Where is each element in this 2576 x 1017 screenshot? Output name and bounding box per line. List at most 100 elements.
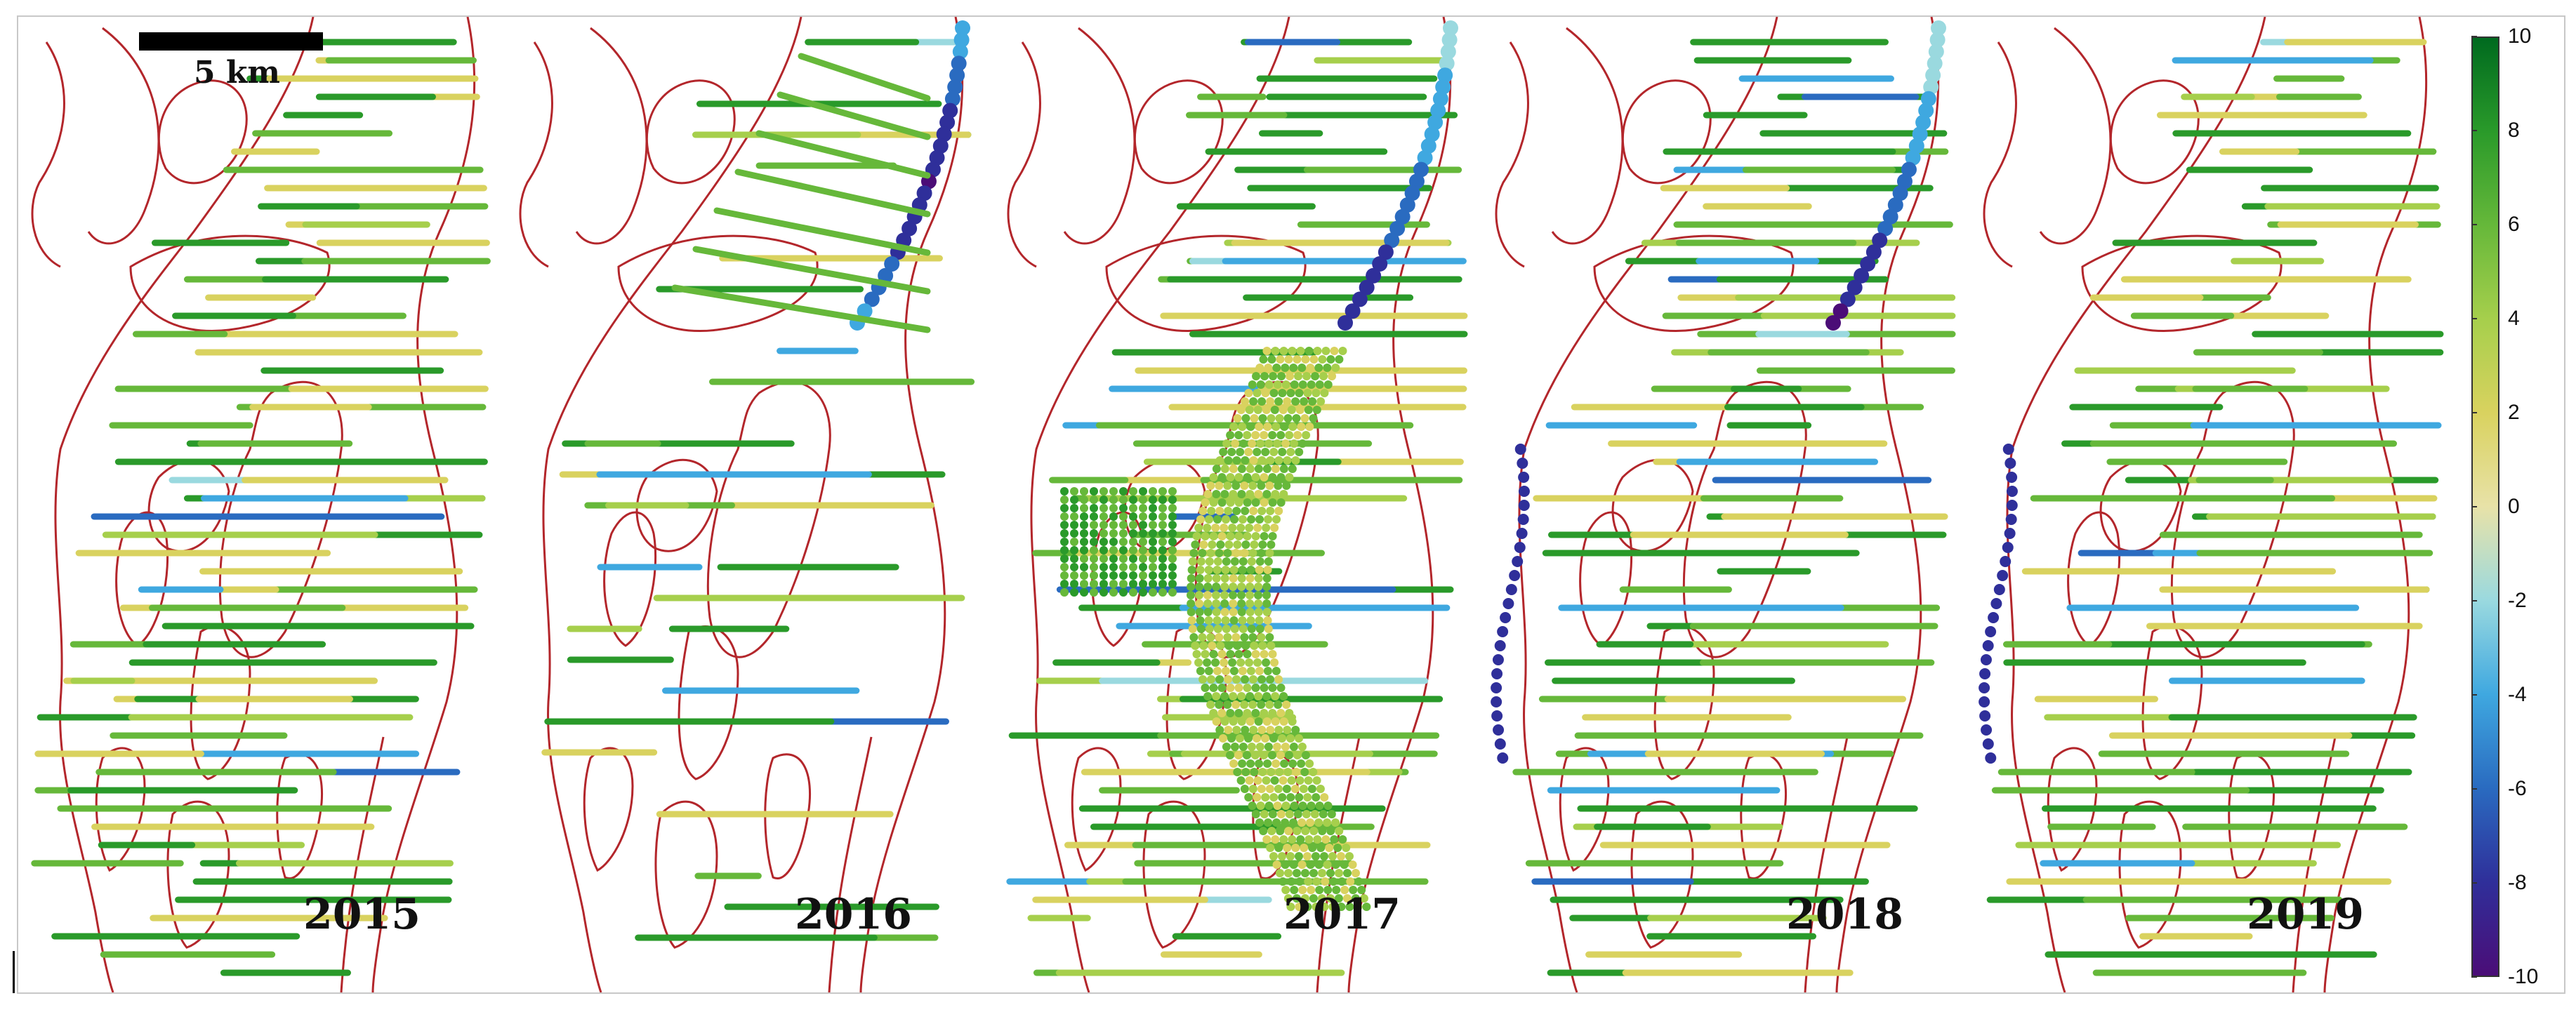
- bank-erosion-point: [1404, 185, 1420, 201]
- river-outline: [87, 27, 160, 245]
- deposition-point: [1129, 529, 1137, 538]
- deposition-point: [1334, 894, 1343, 903]
- deposition-point: [1253, 658, 1262, 667]
- deposition-point: [1320, 903, 1329, 911]
- deposition-point: [1070, 487, 1078, 496]
- deposition-point: [1302, 372, 1312, 380]
- deposition-point: [1259, 827, 1268, 835]
- deposition-point: [1232, 675, 1241, 684]
- deposition-point: [1230, 625, 1239, 633]
- deposition-point: [1195, 599, 1204, 608]
- deposition-point: [1212, 574, 1221, 583]
- deposition-point: [1226, 709, 1235, 717]
- deposition-point: [1244, 389, 1253, 397]
- deposition-point: [1275, 414, 1284, 423]
- bank-erosion-point: [951, 55, 967, 72]
- deposition-point: [1257, 481, 1266, 490]
- deposition-point: [1257, 726, 1267, 734]
- bank-erosion-point: [884, 256, 900, 272]
- deposition-point: [1297, 423, 1306, 431]
- deposition-point: [1330, 347, 1339, 355]
- year-label-2015: 2015: [303, 890, 421, 939]
- bank-erosion-point: [1847, 279, 1863, 295]
- deposition-point: [1198, 633, 1207, 642]
- deposition-point: [1229, 759, 1239, 768]
- deposition-point: [1215, 549, 1224, 557]
- deposition-point: [1204, 616, 1213, 625]
- deposition-point: [1295, 793, 1304, 802]
- deposition-point: [1262, 583, 1272, 591]
- deposition-point: [1139, 504, 1147, 512]
- deposition-point: [1201, 684, 1210, 692]
- deposition-point: [1304, 347, 1314, 355]
- deposition-point: [1295, 734, 1304, 743]
- deposition-point: [1247, 743, 1256, 751]
- deposition-point: [1262, 574, 1272, 583]
- deposition-point: [1245, 524, 1254, 532]
- deposition-point: [1286, 448, 1295, 456]
- deposition-point: [1222, 557, 1231, 566]
- deposition-point: [1293, 827, 1302, 835]
- deposition-point: [1299, 785, 1308, 793]
- deposition-point: [1263, 566, 1272, 574]
- deposition-point: [1283, 726, 1292, 734]
- deposition-point: [1246, 423, 1255, 431]
- deposition-point: [1206, 633, 1215, 642]
- deposition-point: [1296, 835, 1305, 844]
- deposition-point: [1139, 529, 1147, 538]
- deposition-point: [1238, 667, 1247, 675]
- deposition-point: [1119, 529, 1128, 538]
- deposition-point: [1070, 563, 1078, 571]
- deposition-point: [1234, 650, 1243, 658]
- deposition-point: [1283, 397, 1292, 406]
- deposition-point: [1284, 751, 1293, 759]
- river-outline: [1835, 17, 1940, 992]
- deposition-point: [1274, 726, 1283, 734]
- deposition-point: [1274, 456, 1283, 465]
- deposition-point: [1139, 588, 1147, 597]
- deposition-point: [1158, 504, 1167, 512]
- deposition-point: [1246, 599, 1255, 608]
- deposition-point: [1241, 397, 1250, 406]
- river-outline: [828, 736, 873, 992]
- deposition-point: [1060, 496, 1069, 504]
- deposition-point: [1354, 903, 1363, 911]
- deposition-point: [1321, 347, 1330, 355]
- deposition-point: [1227, 448, 1236, 456]
- deposition-point: [1188, 625, 1197, 633]
- deposition-point: [1080, 529, 1088, 538]
- deposition-point: [1149, 554, 1157, 563]
- deposition-point: [1189, 633, 1198, 642]
- deposition-point: [1238, 759, 1247, 768]
- deposition-point: [1273, 802, 1282, 810]
- scale-bar-label: 5 km: [194, 55, 280, 91]
- deposition-point: [1270, 524, 1279, 532]
- deposition-point: [1139, 496, 1147, 504]
- deposition-point: [1246, 583, 1255, 591]
- deposition-point: [1240, 700, 1249, 709]
- deposition-point: [1229, 717, 1238, 726]
- deposition-point: [1109, 487, 1118, 496]
- colorbar-tick-mark: [2471, 694, 2477, 696]
- deposition-point: [1080, 580, 1088, 588]
- deposition-point: [1090, 504, 1098, 512]
- deposition-point: [1149, 580, 1157, 588]
- deposition-point: [1313, 347, 1322, 355]
- deposition-point: [1276, 684, 1286, 692]
- bank-erosion-point: [953, 32, 970, 48]
- deposition-point: [1217, 709, 1227, 717]
- deposition-point: [1319, 852, 1328, 860]
- deposition-point: [1090, 529, 1098, 538]
- deposition-point: [1238, 423, 1247, 431]
- deposition-point: [1213, 557, 1222, 566]
- deposition-point: [1288, 835, 1297, 844]
- deposition-point: [1158, 512, 1167, 521]
- deposition-point: [1307, 380, 1316, 389]
- deposition-point: [1253, 448, 1262, 456]
- deposition-point: [1168, 580, 1177, 588]
- deposition-point: [1286, 734, 1295, 743]
- bank-erosion-point: [949, 67, 965, 84]
- deposition-point: [1255, 423, 1264, 431]
- deposition-point: [1312, 389, 1321, 397]
- deposition-point: [1241, 456, 1250, 465]
